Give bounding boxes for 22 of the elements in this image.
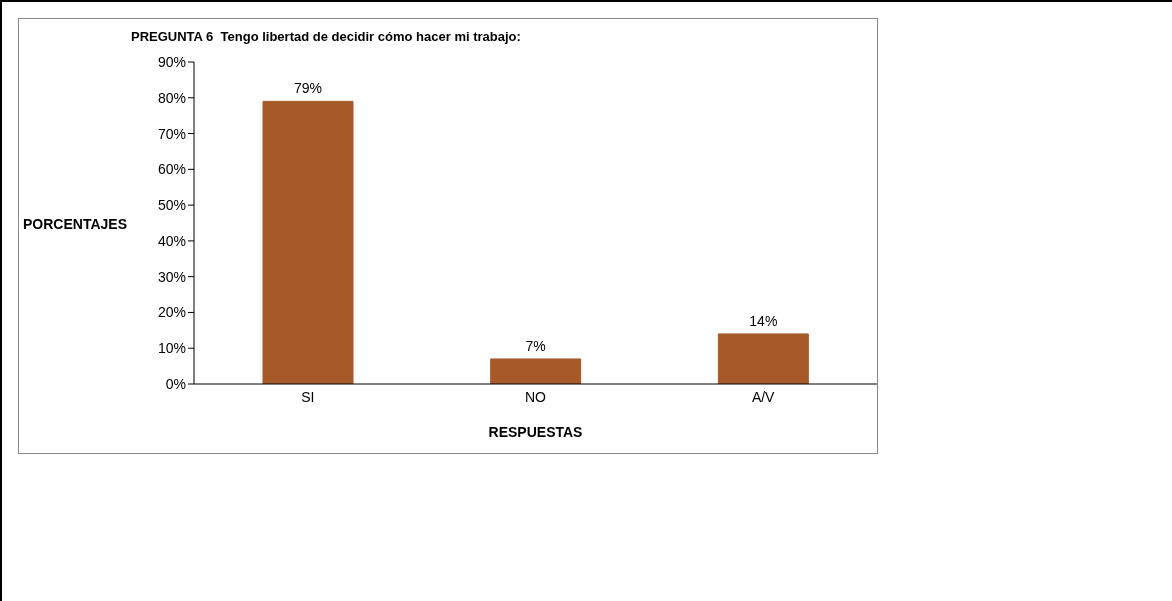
- y-tick-label: 20%: [157, 304, 186, 321]
- data-label: 14%: [749, 312, 778, 329]
- y-tick-label: 40%: [157, 232, 186, 249]
- chart-title: PREGUNTA 6 Tengo libertad de decidir cómo hacer mi trabajo:: [131, 29, 521, 44]
- bar: [262, 100, 354, 384]
- y-tick-label: 60%: [157, 161, 186, 178]
- bar: [717, 333, 809, 384]
- y-tick-label: 90%: [157, 53, 186, 70]
- y-tick-label: 30%: [157, 268, 186, 285]
- data-label: 7%: [525, 337, 546, 354]
- y-tick-label: 80%: [157, 89, 186, 106]
- y-axis-title: PORCENTAJES: [23, 216, 127, 232]
- y-tick-label: 0%: [165, 375, 186, 392]
- y-tick-label: 10%: [157, 340, 186, 357]
- x-tick-label: NO: [525, 388, 547, 405]
- y-tick-label: 50%: [157, 197, 186, 214]
- bar: [490, 358, 582, 384]
- data-label: 79%: [293, 80, 323, 97]
- x-axis-title: RESPUESTAS: [487, 424, 584, 440]
- y-tick-label: 70%: [157, 125, 186, 142]
- x-tick-label: A/V: [751, 388, 776, 405]
- x-tick-label: SI: [301, 388, 315, 405]
